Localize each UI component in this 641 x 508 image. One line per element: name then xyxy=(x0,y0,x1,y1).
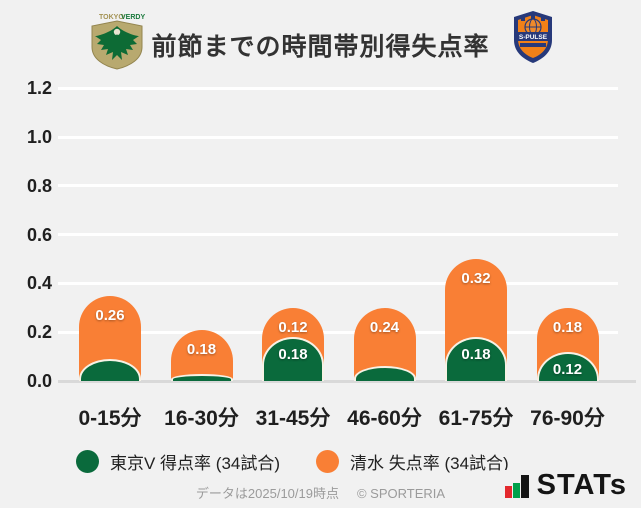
home-goals-bar-segment xyxy=(170,373,233,381)
x-tick-label: 61-75分 xyxy=(438,407,514,430)
x-tick-label: 16-30分 xyxy=(164,407,239,430)
gridline xyxy=(58,281,618,285)
x-tick-label: 76-90分 xyxy=(530,407,605,430)
verdy-logo-text-verdy: VERDY xyxy=(121,14,145,21)
chart-legend: 東京V 得点率 (34試合) 清水 失点率 (34試合) xyxy=(76,449,509,474)
home-goals-bar-segment xyxy=(445,337,507,381)
y-tick-label: 0.6 xyxy=(26,224,52,245)
legend-item-tokyo-verdy: 東京V 得点率 (34試合) xyxy=(76,449,280,474)
bar-value-label: 0.24 xyxy=(369,318,400,336)
x-tick-label: 46-60分 xyxy=(347,407,422,430)
legend-dot-green-icon xyxy=(76,450,99,473)
legend-label-tokyo-verdy: 東京V 得点率 (34試合) xyxy=(110,454,281,473)
bar-group xyxy=(445,259,507,381)
gridline xyxy=(58,330,618,334)
x-axis-line xyxy=(58,379,636,383)
x-tick-label: 0-15分 xyxy=(78,407,142,430)
home-goals-bar-segment xyxy=(262,337,324,381)
gridline xyxy=(58,135,618,139)
bar-value-label: 0.26 xyxy=(95,306,125,324)
gridline xyxy=(58,86,618,90)
tokyo-verdy-logo: TOKYO VERDY xyxy=(86,10,148,75)
stats-brand-logo: STATs xyxy=(500,469,631,501)
data-date-note: データは2025/10/19時点 xyxy=(195,486,339,501)
gridline xyxy=(58,233,618,237)
x-tick-label: 31-45分 xyxy=(255,407,331,430)
bar-value-label: 0.18 xyxy=(552,318,583,336)
bar-value-label: 0.12 xyxy=(278,318,308,336)
legend-dot-orange-icon xyxy=(316,450,340,473)
s-pulse-logo-text: S-PULSE xyxy=(519,34,548,41)
stats-bars-icon xyxy=(504,475,529,498)
y-tick-label: 0.0 xyxy=(26,371,52,391)
stats-brand-text: STATs xyxy=(536,469,627,501)
away-conceded-bar-segment xyxy=(170,329,233,381)
legend-label-shimizu: 清水 失点率 (34試合) xyxy=(350,454,509,473)
bar-group xyxy=(536,307,599,381)
bar-group xyxy=(170,329,233,381)
bar-group xyxy=(262,307,324,381)
s-pulse-logo: S-PULSE xyxy=(510,9,556,70)
verdy-logo-text-tokyo: TOKYO xyxy=(99,14,124,21)
y-tick-label: 1.2 xyxy=(26,78,52,99)
y-tick-label: 0.4 xyxy=(26,273,52,294)
gridline xyxy=(58,184,618,188)
y-tick-label: 1.0 xyxy=(26,127,52,147)
bar-group xyxy=(353,307,416,381)
bar-value-label: 0.18 xyxy=(186,340,217,358)
home-goals-bar-segment xyxy=(353,366,416,381)
bar-value-label: 0.18 xyxy=(278,346,308,364)
s-pulse-crest-icon: S-PULSE xyxy=(514,11,552,63)
bar-value-label: 0.32 xyxy=(461,270,491,287)
bar-group xyxy=(79,295,141,381)
tokyo-verdy-crest-icon: TOKYO VERDY xyxy=(91,14,145,70)
copyright-note: © SPORTERIA xyxy=(356,486,446,501)
y-tick-label: 0.8 xyxy=(26,175,52,196)
footer-note: データは2025/10/19時点 © SPORTERIA xyxy=(0,483,641,502)
chart-title: 前節までの時間帯別得失点率 xyxy=(151,33,490,61)
legend-item-shimizu: 清水 失点率 (34試合) xyxy=(316,449,509,474)
bar-value-label: 0.18 xyxy=(461,346,491,364)
bar-value-label: 0.12 xyxy=(552,360,583,378)
y-tick-label: 0.2 xyxy=(26,322,52,343)
